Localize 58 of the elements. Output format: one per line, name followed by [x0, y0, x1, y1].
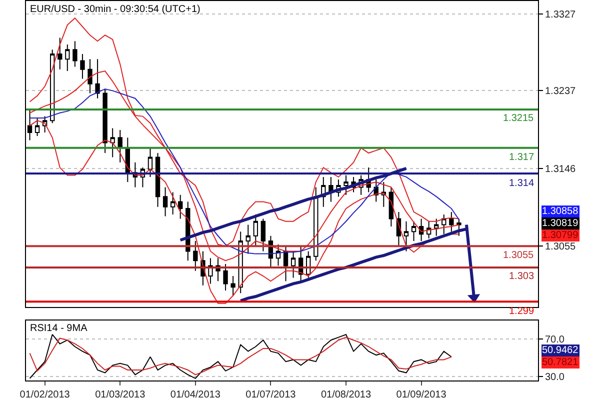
candlestick — [283, 246, 288, 282]
x-tick-label: 01/07/2013 — [246, 389, 296, 400]
candlestick — [148, 147, 153, 178]
candlestick — [434, 218, 439, 236]
chart-title: EUR/USD - 30min - 09:30:54 (UTC+1) — [30, 4, 200, 15]
candlestick — [442, 214, 446, 235]
candlestick — [95, 58, 100, 99]
candlestick — [102, 88, 108, 154]
ref-line-label: 1.303 — [509, 271, 534, 282]
y-tick-label: 1.3327 — [545, 9, 576, 20]
chart-title: RSI14 - 9MA — [30, 323, 88, 334]
candlestick — [193, 240, 198, 272]
x-tick-label: 01/09/2013 — [396, 389, 447, 400]
candlestick — [290, 250, 296, 278]
candlestick — [72, 40, 78, 68]
text: 1.30858 — [542, 206, 579, 217]
candlestick — [223, 264, 228, 292]
text: 1.30799 — [542, 230, 579, 241]
y-tick-label: 30.0 — [545, 372, 565, 384]
text: 1.30819 — [542, 218, 579, 229]
ref-line-label: 1.299 — [509, 306, 534, 317]
candlestick — [155, 152, 160, 208]
x-tick-label: 01/03/2013 — [95, 389, 146, 400]
text: 50.7821 — [542, 357, 579, 368]
y-tick-label: 70.0 — [545, 334, 565, 346]
candlestick — [162, 186, 168, 217]
candlestick — [178, 194, 183, 220]
candlestick — [65, 44, 70, 72]
candlestick — [170, 192, 176, 216]
candlestick — [80, 53, 85, 80]
candlestick — [58, 37, 62, 70]
y-tick-label: 1.3146 — [545, 164, 576, 175]
candlestick — [388, 186, 394, 227]
candlestick — [404, 220, 409, 252]
ref-line-label: 1.317 — [509, 152, 534, 163]
candlestick — [110, 128, 115, 158]
candlestick — [449, 211, 454, 232]
x-tick-label: 01/04/2013 — [170, 389, 221, 400]
candlestick — [456, 218, 462, 236]
candlestick — [118, 129, 122, 163]
candlestick — [260, 218, 266, 252]
candlestick — [276, 244, 281, 266]
candlestick — [34, 118, 40, 136]
candlestick — [88, 58, 92, 94]
candlestick — [246, 224, 250, 254]
candlestick — [253, 214, 258, 247]
ref-line-label: 1.3215 — [503, 113, 534, 124]
candlestick — [230, 276, 236, 296]
text: 50.9462 — [542, 345, 579, 356]
y-tick-label: 1.3055 — [545, 242, 576, 253]
y-tick-label: 1.3237 — [545, 86, 576, 98]
ref-line-label: 1.3055 — [503, 250, 534, 261]
x-tick-label: 01/02/2013 — [20, 389, 70, 400]
candlestick — [418, 218, 424, 242]
ref-line-label: 1.314 — [509, 178, 534, 189]
candlestick — [344, 174, 348, 196]
candlestick — [411, 220, 416, 242]
x-tick-label: 01/08/2013 — [320, 389, 372, 400]
